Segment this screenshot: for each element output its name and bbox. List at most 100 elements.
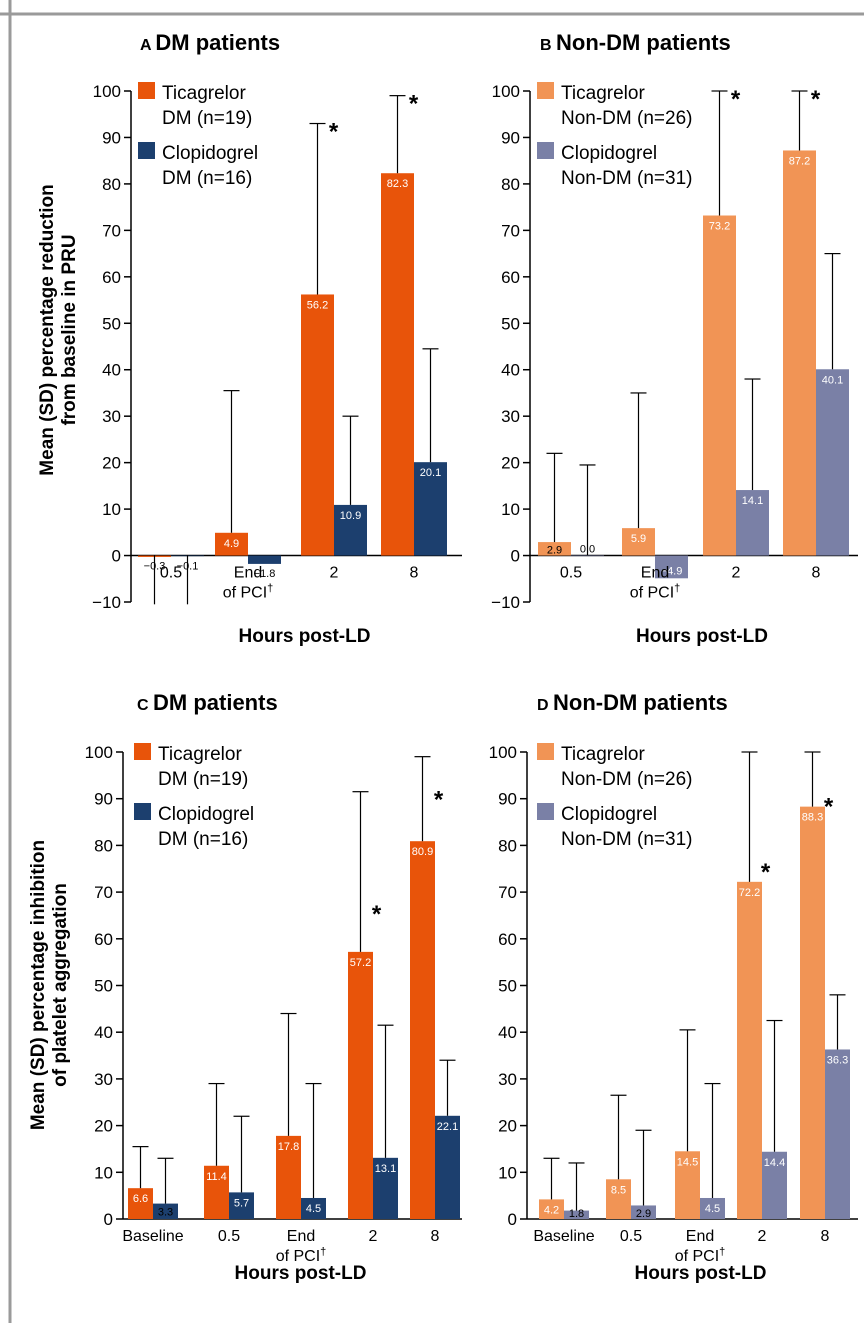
panel-c-data-label: 5.7 [234, 1197, 249, 1209]
panel-d-x-tick-label: 2 [758, 1228, 767, 1245]
panel-c-y-tick-label: 30 [94, 1070, 113, 1089]
panel-b-bar-clopidogrel [816, 369, 849, 556]
panel-b-legend-label: Ticagrelor [561, 83, 645, 104]
panel-a-y-tick-label: 0 [112, 547, 121, 566]
panel-d-y-tick-label: 70 [498, 883, 517, 902]
panel-b-bar-ticagrelor [622, 528, 655, 556]
panel-c-bar-clopidogrel [153, 1203, 178, 1219]
panel-a-data-label: 20.1 [420, 467, 441, 479]
panel-c-bar-ticagrelor [204, 1165, 229, 1219]
panel-c-letter: C [137, 697, 153, 714]
panel-d-x-tick-label: 8 [821, 1228, 830, 1245]
panel-a-title-text: DM patients [155, 30, 280, 55]
panel-c-data-label: 17.8 [278, 1141, 299, 1153]
panel-d-y-tick-label: 90 [498, 790, 517, 809]
panel-a-legend-label: Ticagrelor [162, 83, 246, 104]
panel-d-legend-label: Ticagrelor [561, 744, 645, 765]
panel-a-x-tick-label: 0.5 [160, 565, 182, 582]
panel-d-x-axis-title: Hours post-LD [635, 1263, 767, 1284]
panel-d-bar-ticagrelor [675, 1151, 700, 1219]
panel-c-y-tick-label: 60 [94, 930, 113, 949]
panel-c-bar-clopidogrel [435, 1115, 460, 1219]
panel-a-legend-swatch-ticagrelor [138, 82, 155, 99]
panel-c-title-text: DM patients [153, 690, 278, 715]
panel-a-data-label: 4.9 [224, 538, 239, 550]
panel-d-bar-ticagrelor [606, 1179, 631, 1219]
panel-a-x-tick-label: of PCI† [223, 583, 274, 602]
panel-d-title-text: Non-DM patients [553, 690, 728, 715]
panel-a-data-label: 10.9 [340, 510, 361, 522]
panel-d-legend-sublabel: Non-DM (n=31) [561, 829, 692, 850]
panel-a-bar-clopidogrel [248, 555, 281, 564]
panel-d-data-label: 8.5 [611, 1184, 626, 1196]
panel-c-bar-clopidogrel [229, 1192, 254, 1219]
panel-c-legend-swatch-ticagrelor [134, 743, 151, 760]
panel-a-y-tick-label: 80 [102, 175, 121, 194]
panel-c-significance-star: * [372, 901, 382, 928]
panel-a-data-label: −0.3 [144, 561, 166, 573]
panel-c-data-label: 11.4 [206, 1171, 227, 1183]
panel-b-data-label: 14.1 [742, 495, 763, 507]
panel-a-bar-clopidogrel [334, 504, 367, 556]
panel-c-bar-clopidogrel [301, 1197, 326, 1219]
panel-b-title-text: Non-DM patients [556, 30, 731, 55]
panel-c-legend-swatch-clopidogrel [134, 803, 151, 820]
panel-d-x-tick-label: Baseline [533, 1228, 594, 1245]
panel-d-x-tick-label: End [686, 1228, 714, 1245]
panel-b-y-tick-label: 90 [501, 128, 520, 147]
panel-a-y-tick-label: 60 [102, 268, 121, 287]
panel-a-x-tick-label: 2 [330, 565, 339, 582]
panel-d-x-tick-label: 0.5 [620, 1228, 642, 1245]
panel-c-x-axis-title: Hours post-LD [235, 1263, 367, 1284]
panel-d-letter: D [537, 697, 553, 714]
panel-d-legend-label: Clopidogrel [561, 804, 657, 825]
panel-b-bar-ticagrelor [538, 542, 571, 556]
panel-b-data-label: 5.9 [631, 533, 646, 545]
panel-b-y-tick-label: 80 [501, 175, 520, 194]
panel-b-significance-star: * [731, 86, 741, 113]
panel-c-x-tick-label: 8 [431, 1228, 440, 1245]
panel-c-y-tick-label: 50 [94, 977, 113, 996]
panel-c-x-tick-label: 2 [369, 1228, 378, 1245]
panel-b-data-label: 40.1 [822, 374, 843, 386]
panel-b-legend-swatch-clopidogrel [537, 142, 554, 159]
panel-b-legend-swatch-ticagrelor [537, 82, 554, 99]
panel-b-data-label: −4.9 [661, 565, 683, 577]
panel-d-y-tick-label: 50 [498, 977, 517, 996]
panel-a-data-label: 82.3 [387, 178, 408, 190]
panel-c-data-label: 4.5 [306, 1203, 321, 1215]
panel-b-bar-clopidogrel [655, 555, 688, 579]
panel-d-legend-sublabel: Non-DM (n=26) [561, 769, 692, 790]
panel-d-y-tick-label: 100 [489, 743, 517, 762]
panel-b-data-label: 87.2 [789, 155, 810, 167]
panel-c-y-tick-label: 70 [94, 883, 113, 902]
panel-b-data-label: 0.0 [580, 544, 595, 556]
panel-a-significance-star: * [329, 119, 339, 146]
panel-a-x-tick-label: End [234, 565, 262, 582]
panel-b-dagger: † [674, 583, 680, 595]
panel-d-y-tick-label: 30 [498, 1070, 517, 1089]
panel-b-y-tick-label: 10 [501, 500, 520, 519]
panel-a-legend-sublabel: DM (n=16) [162, 168, 252, 189]
panel-a-data-label: −0.1 [177, 561, 199, 573]
panel-d-data-label: 72.2 [739, 887, 760, 899]
panel-d-y-tick-label: 80 [498, 836, 517, 855]
panel-c-bar-ticagrelor [276, 1135, 301, 1219]
panel-b-y-tick-label: 50 [501, 314, 520, 333]
panel-c-legend-label: Clopidogrel [158, 804, 254, 825]
panel-b-letter: B [540, 37, 556, 54]
panel-a-y-tick-label: 20 [102, 454, 121, 473]
panel-c-bar-ticagrelor [128, 1188, 153, 1219]
panel-a-data-label: 56.2 [307, 299, 328, 311]
panel-a-y-tick-label: 100 [93, 82, 121, 101]
panel-d-bar-ticagrelor [737, 881, 762, 1219]
panel-a-legend-swatch-clopidogrel [138, 142, 155, 159]
panel-d-legend-swatch-ticagrelor [537, 743, 554, 760]
panel-a-y-tick-label: 70 [102, 221, 121, 240]
panel-b-y-tick-label: 30 [501, 407, 520, 426]
panel-b-legend-sublabel: Non-DM (n=31) [561, 168, 692, 189]
panel-c-y-tick-label: 20 [94, 1117, 113, 1136]
panel-d-y-tick-label: 20 [498, 1117, 517, 1136]
